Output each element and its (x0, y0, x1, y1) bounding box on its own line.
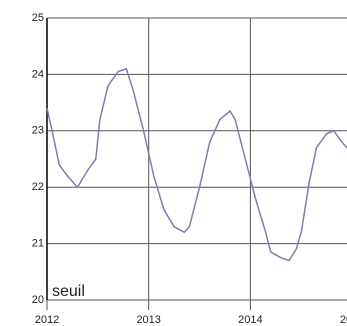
y-tick-label: 25 (32, 12, 44, 24)
annotation: seuil (52, 283, 85, 300)
data-line (46, 67, 347, 262)
y-tick-label: 20 (32, 294, 44, 306)
y-tick-label: 22 (32, 181, 44, 193)
y-tick-label: 23 (32, 125, 44, 137)
y-tick-label: 24 (32, 68, 44, 80)
y-tick-label: 21 (32, 238, 44, 250)
x-tick-label: 2015 (340, 314, 347, 326)
x-tick-label: 2012 (35, 314, 59, 326)
x-tick-label: 2014 (238, 314, 262, 326)
x-tick-label: 2013 (136, 314, 160, 326)
